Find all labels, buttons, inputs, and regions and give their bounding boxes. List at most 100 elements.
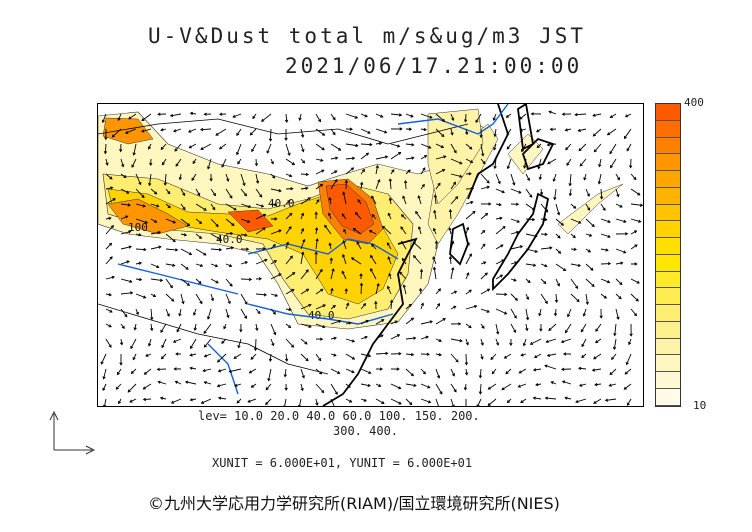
wind-arrow <box>534 353 542 358</box>
wind-arrow-head <box>451 373 455 377</box>
wind-arrow-head <box>226 178 230 182</box>
wind-arrow <box>465 323 472 329</box>
wind-arrow <box>165 188 171 194</box>
wind-arrow-head <box>626 402 630 406</box>
wind-arrow-head <box>587 249 592 253</box>
wind-arrow-head <box>261 118 265 122</box>
wind-arrow <box>190 338 197 349</box>
wind-arrow <box>600 218 611 223</box>
river-yellow <box>247 238 399 260</box>
wind-arrow-head <box>526 177 530 182</box>
wind-arrow-head <box>288 307 292 312</box>
wind-arrow-head <box>578 220 582 224</box>
wind-arrow-head <box>531 207 536 211</box>
wind-arrow <box>539 308 542 316</box>
wind-arrow-head <box>159 278 164 282</box>
wind-arrow-head <box>206 316 211 320</box>
wind-arrow-head <box>132 152 136 156</box>
wind-arrow <box>449 256 452 265</box>
wind-arrow-head <box>190 345 193 350</box>
wind-arrow-head <box>156 204 160 208</box>
wind-arrow-head <box>262 247 266 251</box>
wind-arrow-head <box>223 326 227 330</box>
wind-arrow <box>161 338 167 348</box>
wind-arrow-head <box>472 210 476 214</box>
wind-arrow <box>360 368 371 374</box>
wind-arrow <box>250 128 257 136</box>
wind-arrow <box>221 338 227 344</box>
border-layer <box>98 118 469 375</box>
wind-arrow <box>285 113 288 123</box>
wind-arrow-head <box>595 340 599 344</box>
wind-arrow <box>360 383 371 387</box>
wind-arrow-head <box>439 391 443 395</box>
wind-arrow <box>300 269 309 280</box>
wind-arrow-head <box>160 329 164 333</box>
wind-arrow-head <box>470 200 474 205</box>
wind-arrow-head <box>402 195 406 199</box>
wind-arrow-head <box>544 264 548 268</box>
wind-arrow <box>375 142 382 145</box>
wind-arrow <box>375 383 381 387</box>
wind-arrow-head <box>387 256 391 260</box>
wind-arrow-head <box>586 193 590 197</box>
wind-arrow-head <box>143 247 147 252</box>
wind-arrow <box>630 244 638 250</box>
wind-arrow <box>120 173 127 178</box>
wind-arrow-head <box>218 237 222 241</box>
wind-arrow-head <box>334 391 338 395</box>
wind-arrow-head <box>173 367 177 371</box>
wind-arrow <box>630 173 637 180</box>
wind-arrow-head <box>255 327 259 332</box>
wind-arrow-head <box>172 263 176 267</box>
wind-arrow <box>252 113 257 119</box>
wind-arrow-head <box>271 342 275 347</box>
wind-arrow-head <box>287 152 291 157</box>
colorbar-segment <box>656 321 680 339</box>
wind-arrow-head <box>283 374 287 378</box>
wind-arrow-head <box>157 230 162 235</box>
wind-arrow <box>240 188 247 196</box>
wind-arrow <box>525 188 533 198</box>
wind-arrow <box>270 260 277 265</box>
wind-arrow-head <box>214 264 219 268</box>
wind-arrow-head <box>355 143 359 148</box>
wind-arrow <box>236 128 242 136</box>
wind-arrow-head <box>302 160 306 164</box>
wind-arrow <box>420 269 423 280</box>
coastline-japan-hokkaido <box>521 137 555 171</box>
wind-arrow-head <box>109 176 113 180</box>
wind-arrow <box>449 209 452 220</box>
wind-arrow <box>420 288 422 295</box>
wind-arrow-head <box>367 354 372 358</box>
wind-arrow-head <box>634 230 638 234</box>
wind-arrow-head <box>577 128 581 132</box>
wind-arrow-head <box>371 195 375 199</box>
wind-arrow <box>477 398 482 406</box>
wind-arrow-head <box>593 149 597 153</box>
wind-arrow-head <box>328 242 332 246</box>
wind-arrow-head <box>534 234 538 238</box>
wind-arrow-head <box>560 222 564 226</box>
wind-arrow <box>519 113 527 120</box>
wind-arrow-head <box>616 193 620 198</box>
wind-arrow <box>495 244 504 250</box>
wind-arrow-head <box>525 317 530 321</box>
wind-arrow <box>432 256 437 265</box>
wind-arrow-head <box>432 266 437 270</box>
wind-arrow-head <box>144 220 149 224</box>
wind-arrow <box>112 128 122 138</box>
wind-arrow <box>523 338 527 346</box>
wind-arrow-head <box>308 303 312 307</box>
wind-arrow-head <box>319 337 324 341</box>
wind-arrow <box>592 368 602 371</box>
map-canvas: 40.0 40.0 100 40.0 <box>98 104 643 406</box>
wind-arrow-head <box>422 167 426 171</box>
wind-arrow <box>150 263 159 268</box>
wind-arrow <box>270 203 277 206</box>
wind-arrow-head <box>402 284 406 288</box>
wind-arrow-head <box>334 170 338 174</box>
colorbar-max-label: 400 <box>684 96 704 109</box>
wind-arrow <box>579 383 587 387</box>
wind-arrow-head <box>343 228 347 232</box>
